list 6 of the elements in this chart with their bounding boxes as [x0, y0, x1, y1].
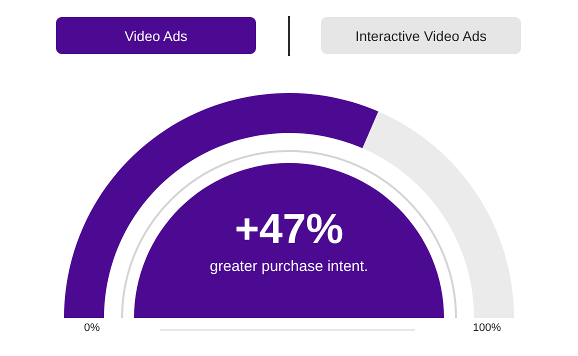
text: +47% [234, 205, 344, 253]
text: 0% [83, 322, 101, 334]
text: greater purchase intent. [208, 258, 370, 275]
text: 100% [472, 322, 502, 334]
tab-button: Interactive Video Ads [321, 17, 521, 54]
tab-button: Video Ads [56, 17, 256, 54]
